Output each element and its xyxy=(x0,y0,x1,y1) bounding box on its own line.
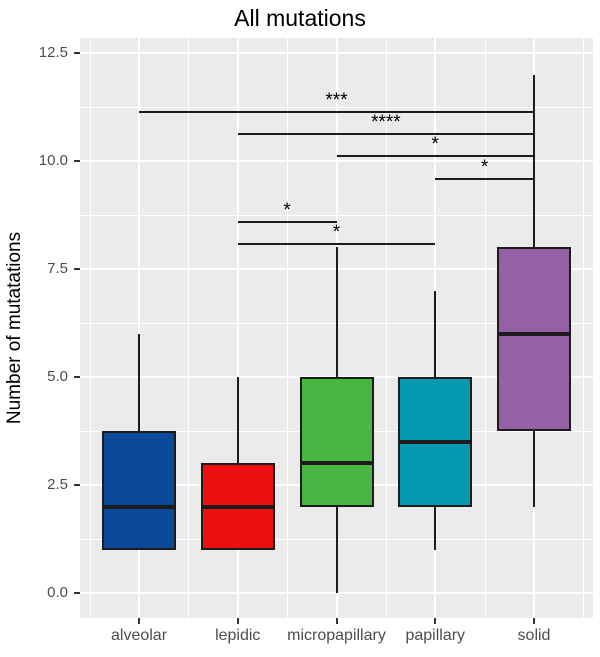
gridline-minor-v xyxy=(385,38,387,618)
significance-bar xyxy=(237,221,337,224)
median-alveolar xyxy=(104,504,174,509)
median-solid xyxy=(499,331,569,336)
box-micropapillary xyxy=(299,377,374,507)
x-tick-mark xyxy=(434,618,437,624)
x-tick-mark xyxy=(236,618,239,624)
significance-label: *** xyxy=(325,90,348,112)
significance-label: * xyxy=(283,200,291,222)
gridline-minor-v xyxy=(287,38,289,618)
x-tick-label: alveolar xyxy=(110,627,168,644)
y-tick-label: 5.0 xyxy=(47,368,68,385)
y-tick-mark xyxy=(74,160,80,162)
y-tick-mark xyxy=(74,592,80,594)
gridline-major-v xyxy=(236,38,239,618)
y-tick-label: 10.0 xyxy=(38,152,68,169)
y-tick-mark xyxy=(74,484,80,486)
x-tick-label: micropapillary xyxy=(287,627,386,644)
significance-bar xyxy=(237,132,534,135)
y-tick-mark xyxy=(74,52,80,54)
significance-label: **** xyxy=(371,111,401,133)
x-tick-label: papillary xyxy=(405,627,466,644)
y-tick-label: 2.5 xyxy=(47,476,68,493)
significance-bar xyxy=(237,243,436,246)
plot-panel: *** **** * * * * xyxy=(80,38,593,618)
x-tick-label: lepidic xyxy=(215,627,261,644)
gridline-minor-v xyxy=(583,38,585,618)
significance-label: * xyxy=(332,222,341,244)
x-tick-mark xyxy=(138,618,140,624)
box-solid xyxy=(497,247,571,431)
gridline-major-v xyxy=(138,38,140,618)
significance-label: * xyxy=(431,133,439,155)
chart-title: All mutations xyxy=(234,5,366,31)
x-tick-mark xyxy=(335,618,338,624)
y-tick-mark xyxy=(74,376,80,378)
median-papillary xyxy=(400,439,471,444)
y-axis-title: Number of mutatations xyxy=(2,38,28,618)
y-tick-label: 12.5 xyxy=(38,44,68,61)
x-tick-mark xyxy=(533,618,535,624)
x-tick-label: solid xyxy=(517,627,551,644)
y-tick-label: 7.5 xyxy=(47,260,68,277)
box-alveolar xyxy=(102,431,176,550)
significance-label: * xyxy=(480,157,489,179)
gridline-minor-v xyxy=(484,38,486,618)
y-tick-label: 0.0 xyxy=(47,584,68,601)
significance-bar xyxy=(336,154,534,157)
significance-bar xyxy=(139,111,534,114)
y-tick-mark xyxy=(74,268,80,270)
gridline-minor-v xyxy=(89,38,91,618)
gridline-minor-v xyxy=(188,38,190,618)
median-micropapillary xyxy=(301,461,372,466)
median-lepidic xyxy=(202,504,273,509)
significance-bar xyxy=(435,178,534,181)
